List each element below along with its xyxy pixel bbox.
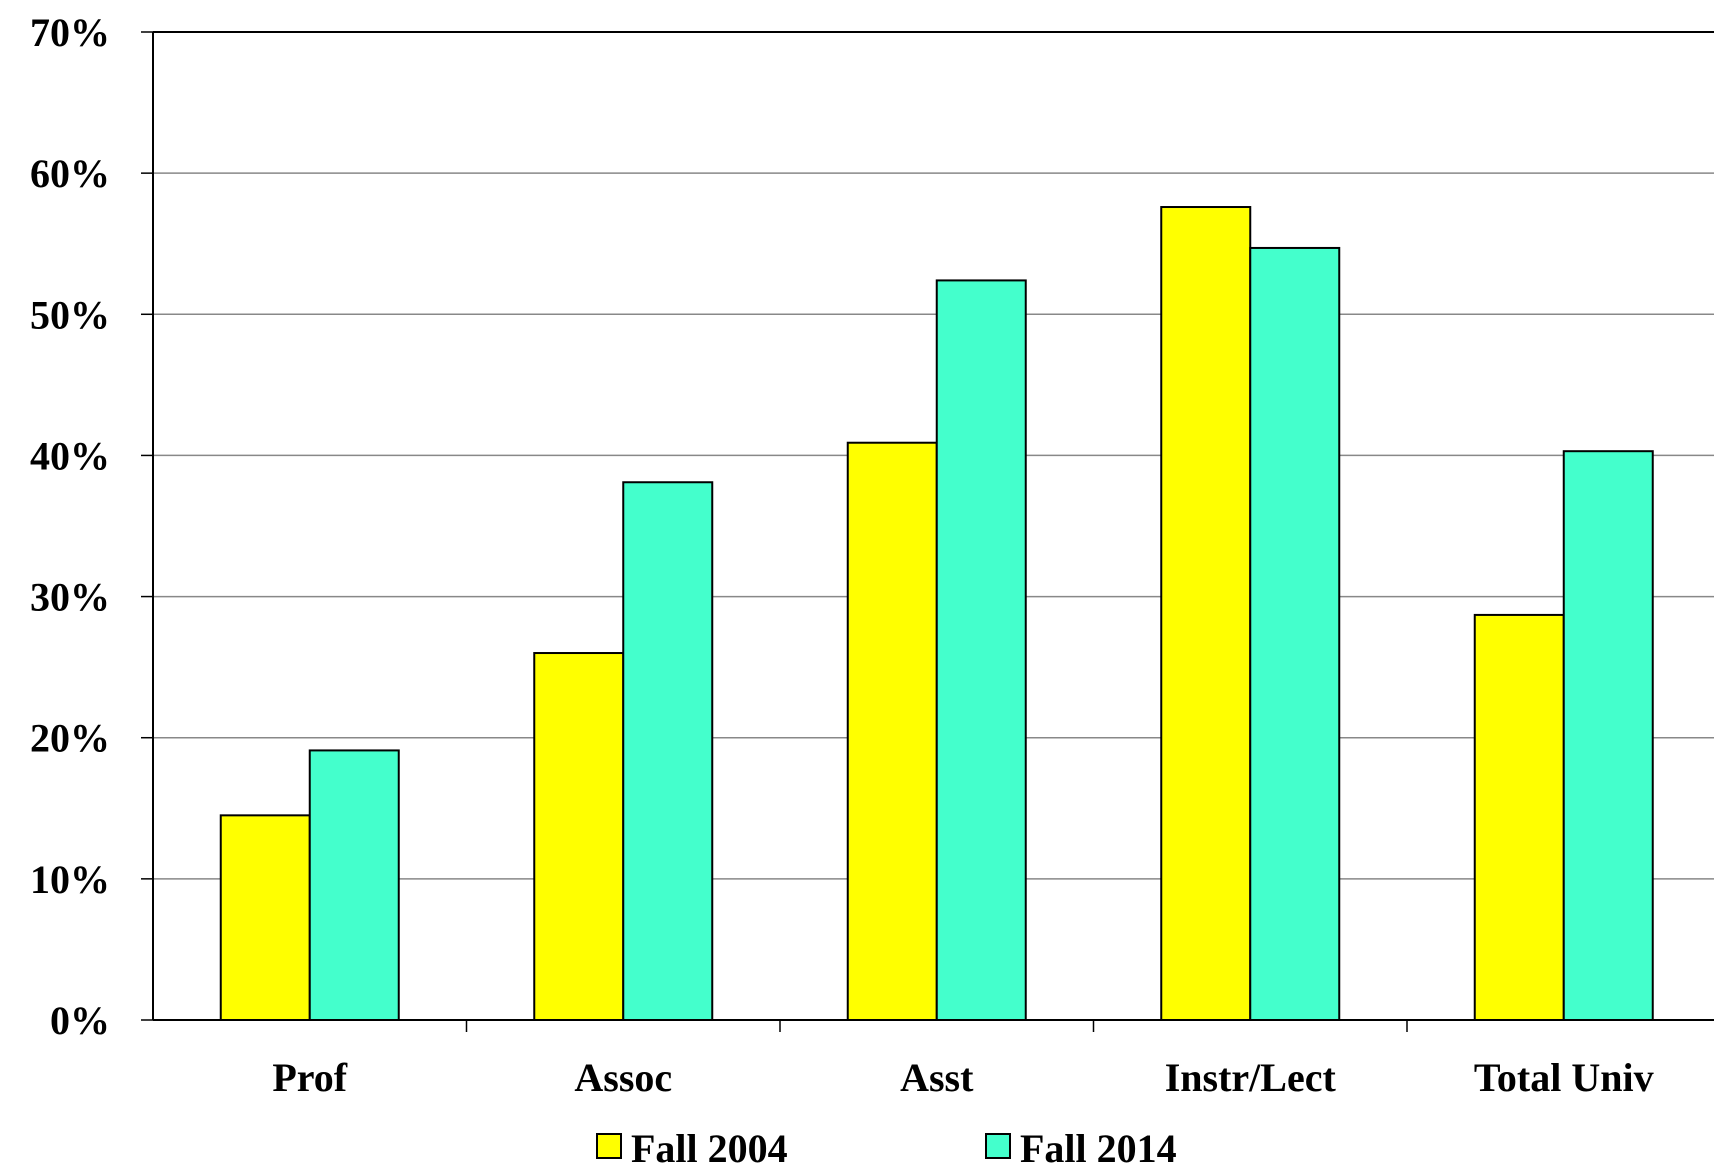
- bar-series-2: [1249, 246, 1341, 1022]
- gridlines: [153, 31, 1714, 880]
- legend-label: Fall 2014: [1020, 1126, 1177, 1167]
- legend-label: Fall 2004: [631, 1126, 788, 1167]
- bar-series-2: [1562, 450, 1654, 1021]
- bars: [219, 206, 1654, 1022]
- y-tick-label: 10%: [30, 857, 110, 902]
- y-tick-label: 50%: [30, 292, 110, 337]
- y-axis-tick-labels: 0% 10% 20% 30% 40% 50% 60% 70%: [30, 10, 110, 1043]
- legend-swatch: [985, 1133, 1011, 1159]
- category-label: Asst: [900, 1055, 974, 1100]
- legend: Fall 2004 Fall 2014: [596, 1126, 1177, 1167]
- category-label: Total Univ: [1474, 1055, 1654, 1100]
- y-tick-label: 30%: [30, 575, 110, 620]
- legend-swatch: [596, 1133, 622, 1159]
- bar-series-2: [935, 279, 1027, 1021]
- category-label: Assoc: [574, 1055, 672, 1100]
- bar-series-1: [1473, 613, 1565, 1021]
- y-tick-label: 40%: [30, 433, 110, 478]
- bar-series-1: [1160, 206, 1252, 1021]
- bar-series-1: [533, 652, 625, 1021]
- category-label: Prof: [272, 1055, 347, 1100]
- y-tick-label: 0%: [50, 998, 110, 1043]
- x-axis-category-labels: Prof Assoc Asst Instr/Lect Total Univ: [272, 1055, 1653, 1100]
- y-tick-label: 60%: [30, 151, 110, 196]
- bar-series-2: [308, 749, 400, 1021]
- y-tick-label: 20%: [30, 716, 110, 761]
- bar-series-2: [622, 481, 714, 1021]
- category-label: Instr/Lect: [1165, 1055, 1337, 1100]
- bar-series-1: [219, 814, 311, 1021]
- bar-series-1: [846, 441, 938, 1021]
- y-tick-label: 70%: [30, 10, 110, 55]
